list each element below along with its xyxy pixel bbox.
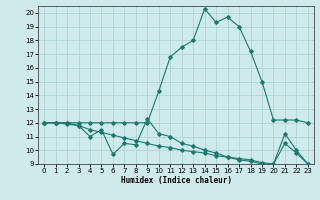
X-axis label: Humidex (Indice chaleur): Humidex (Indice chaleur) <box>121 176 231 185</box>
